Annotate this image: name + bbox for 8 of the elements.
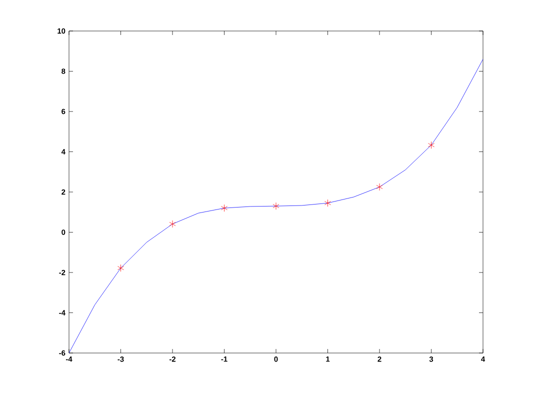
point <box>169 220 176 228</box>
line-series <box>69 58 484 353</box>
point <box>118 264 124 272</box>
point <box>272 202 280 210</box>
point <box>324 199 331 207</box>
point <box>221 204 228 212</box>
point <box>376 183 383 191</box>
point <box>428 141 434 149</box>
